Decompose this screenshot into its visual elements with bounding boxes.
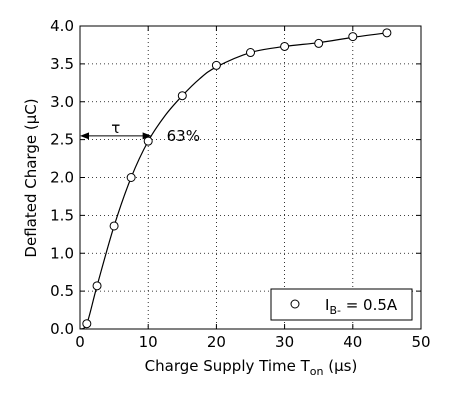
y-tick-label-4: 2.0 (50, 169, 74, 187)
data-point-4 (143, 136, 153, 146)
data-point-6 (211, 60, 221, 70)
data-point-7 (246, 48, 255, 58)
tau-arrowhead-right (142, 132, 152, 140)
fit-curve-group (79, 32, 387, 330)
x-axis-ticks: 0 10 20 30 40 50 (75, 26, 431, 351)
y-axis-ticks: 0.0 0.5 1.0 1.5 2.0 2.5 3.0 3.5 4.0 (50, 17, 421, 338)
y-tick-label-3: 1.5 (50, 206, 74, 224)
y-tick-label-2: 1.0 (50, 244, 74, 262)
legend: IB- = 0.5A (270, 288, 413, 321)
x-tick-label-2: 20 (207, 333, 226, 351)
data-point-3 (126, 173, 136, 182)
data-point-11 (382, 28, 392, 38)
data-point-2 (109, 221, 119, 231)
percent-label: 63% (167, 127, 200, 145)
tau-annotation: τ 63% (80, 119, 200, 145)
tau-arrowhead-left (80, 132, 89, 140)
legend-marker (290, 299, 300, 309)
data-point-5 (177, 91, 187, 101)
data-point-0 (82, 319, 92, 329)
y-axis-title: Deflated Charge (μC) (22, 98, 40, 257)
grid (80, 26, 421, 329)
x-axis-title: Charge Supply Time Ton (μs) (145, 357, 358, 378)
y-tick-label-5: 2.5 (50, 131, 74, 149)
x-tick-label-4: 40 (343, 333, 362, 351)
fit-curve (79, 32, 387, 330)
legend-label: IB- = 0.5A (325, 296, 398, 317)
x-tick-label-5: 50 (411, 333, 430, 351)
y-tick-label-8: 4.0 (50, 17, 74, 35)
data-point-10 (348, 32, 358, 42)
y-tick-label-1: 0.5 (50, 282, 74, 300)
tau-label: τ (111, 119, 120, 137)
x-tick-label-0: 0 (75, 333, 85, 351)
data-points (82, 28, 392, 329)
data-point-1 (92, 281, 102, 291)
x-tick-label-3: 30 (275, 333, 294, 351)
y-tick-label-7: 3.5 (50, 55, 74, 73)
x-tick-label-1: 10 (139, 333, 158, 351)
data-point-9 (314, 38, 324, 48)
data-point-8 (280, 41, 290, 51)
y-tick-label-0: 0.0 (50, 320, 74, 338)
y-tick-label-6: 3.0 (50, 93, 74, 111)
